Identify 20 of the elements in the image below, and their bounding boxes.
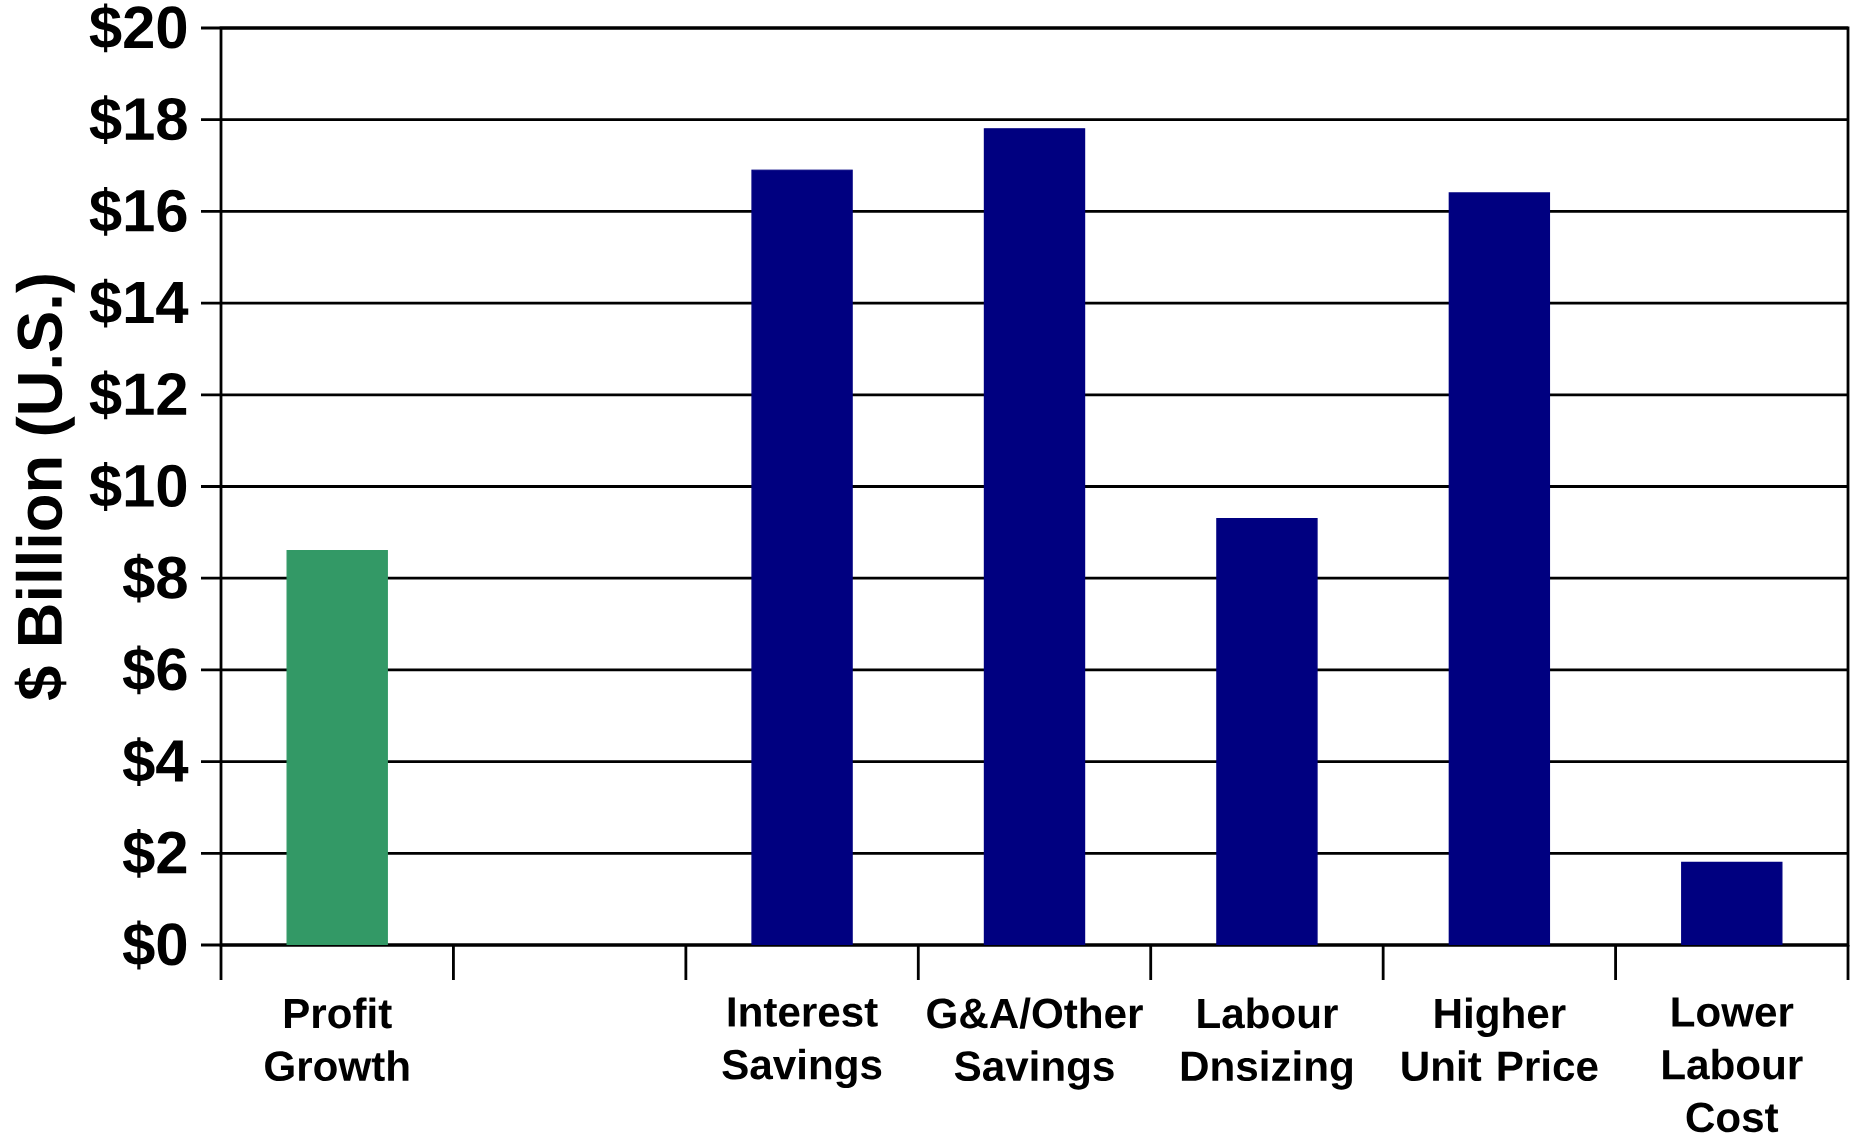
y-tick-label: $4 <box>122 737 189 786</box>
x-tick-label: Higher Unit Price <box>1402 997 1598 1082</box>
y-tick-label: $16 <box>89 186 187 236</box>
x-tick-label: Interest Savings <box>722 997 882 1089</box>
y-tick-label: $14 <box>89 278 189 328</box>
y-tick-label: $0 <box>122 920 187 970</box>
bar <box>1448 192 1551 946</box>
y-tick-label: $20 <box>89 3 187 53</box>
y-tick-label: $18 <box>89 95 187 145</box>
y-tick-label: $6 <box>122 645 187 695</box>
x-tick-label: Labour Dnsizing <box>1181 997 1352 1090</box>
y-tick-label: $10 <box>89 462 187 511</box>
y-tick-label: $2 <box>122 828 187 878</box>
x-tick-label: G&A/Other Savings <box>927 997 1143 1090</box>
y-tick-label: $12 <box>89 370 187 420</box>
y-tick-label: $8 <box>122 553 187 603</box>
bar <box>1681 861 1783 946</box>
x-tick-label: Lower Labour Cost <box>1663 997 1803 1133</box>
x-tick-label: Profit Growth <box>265 997 409 1082</box>
y-axis-title: $ Billion (U.S.) <box>14 275 75 701</box>
